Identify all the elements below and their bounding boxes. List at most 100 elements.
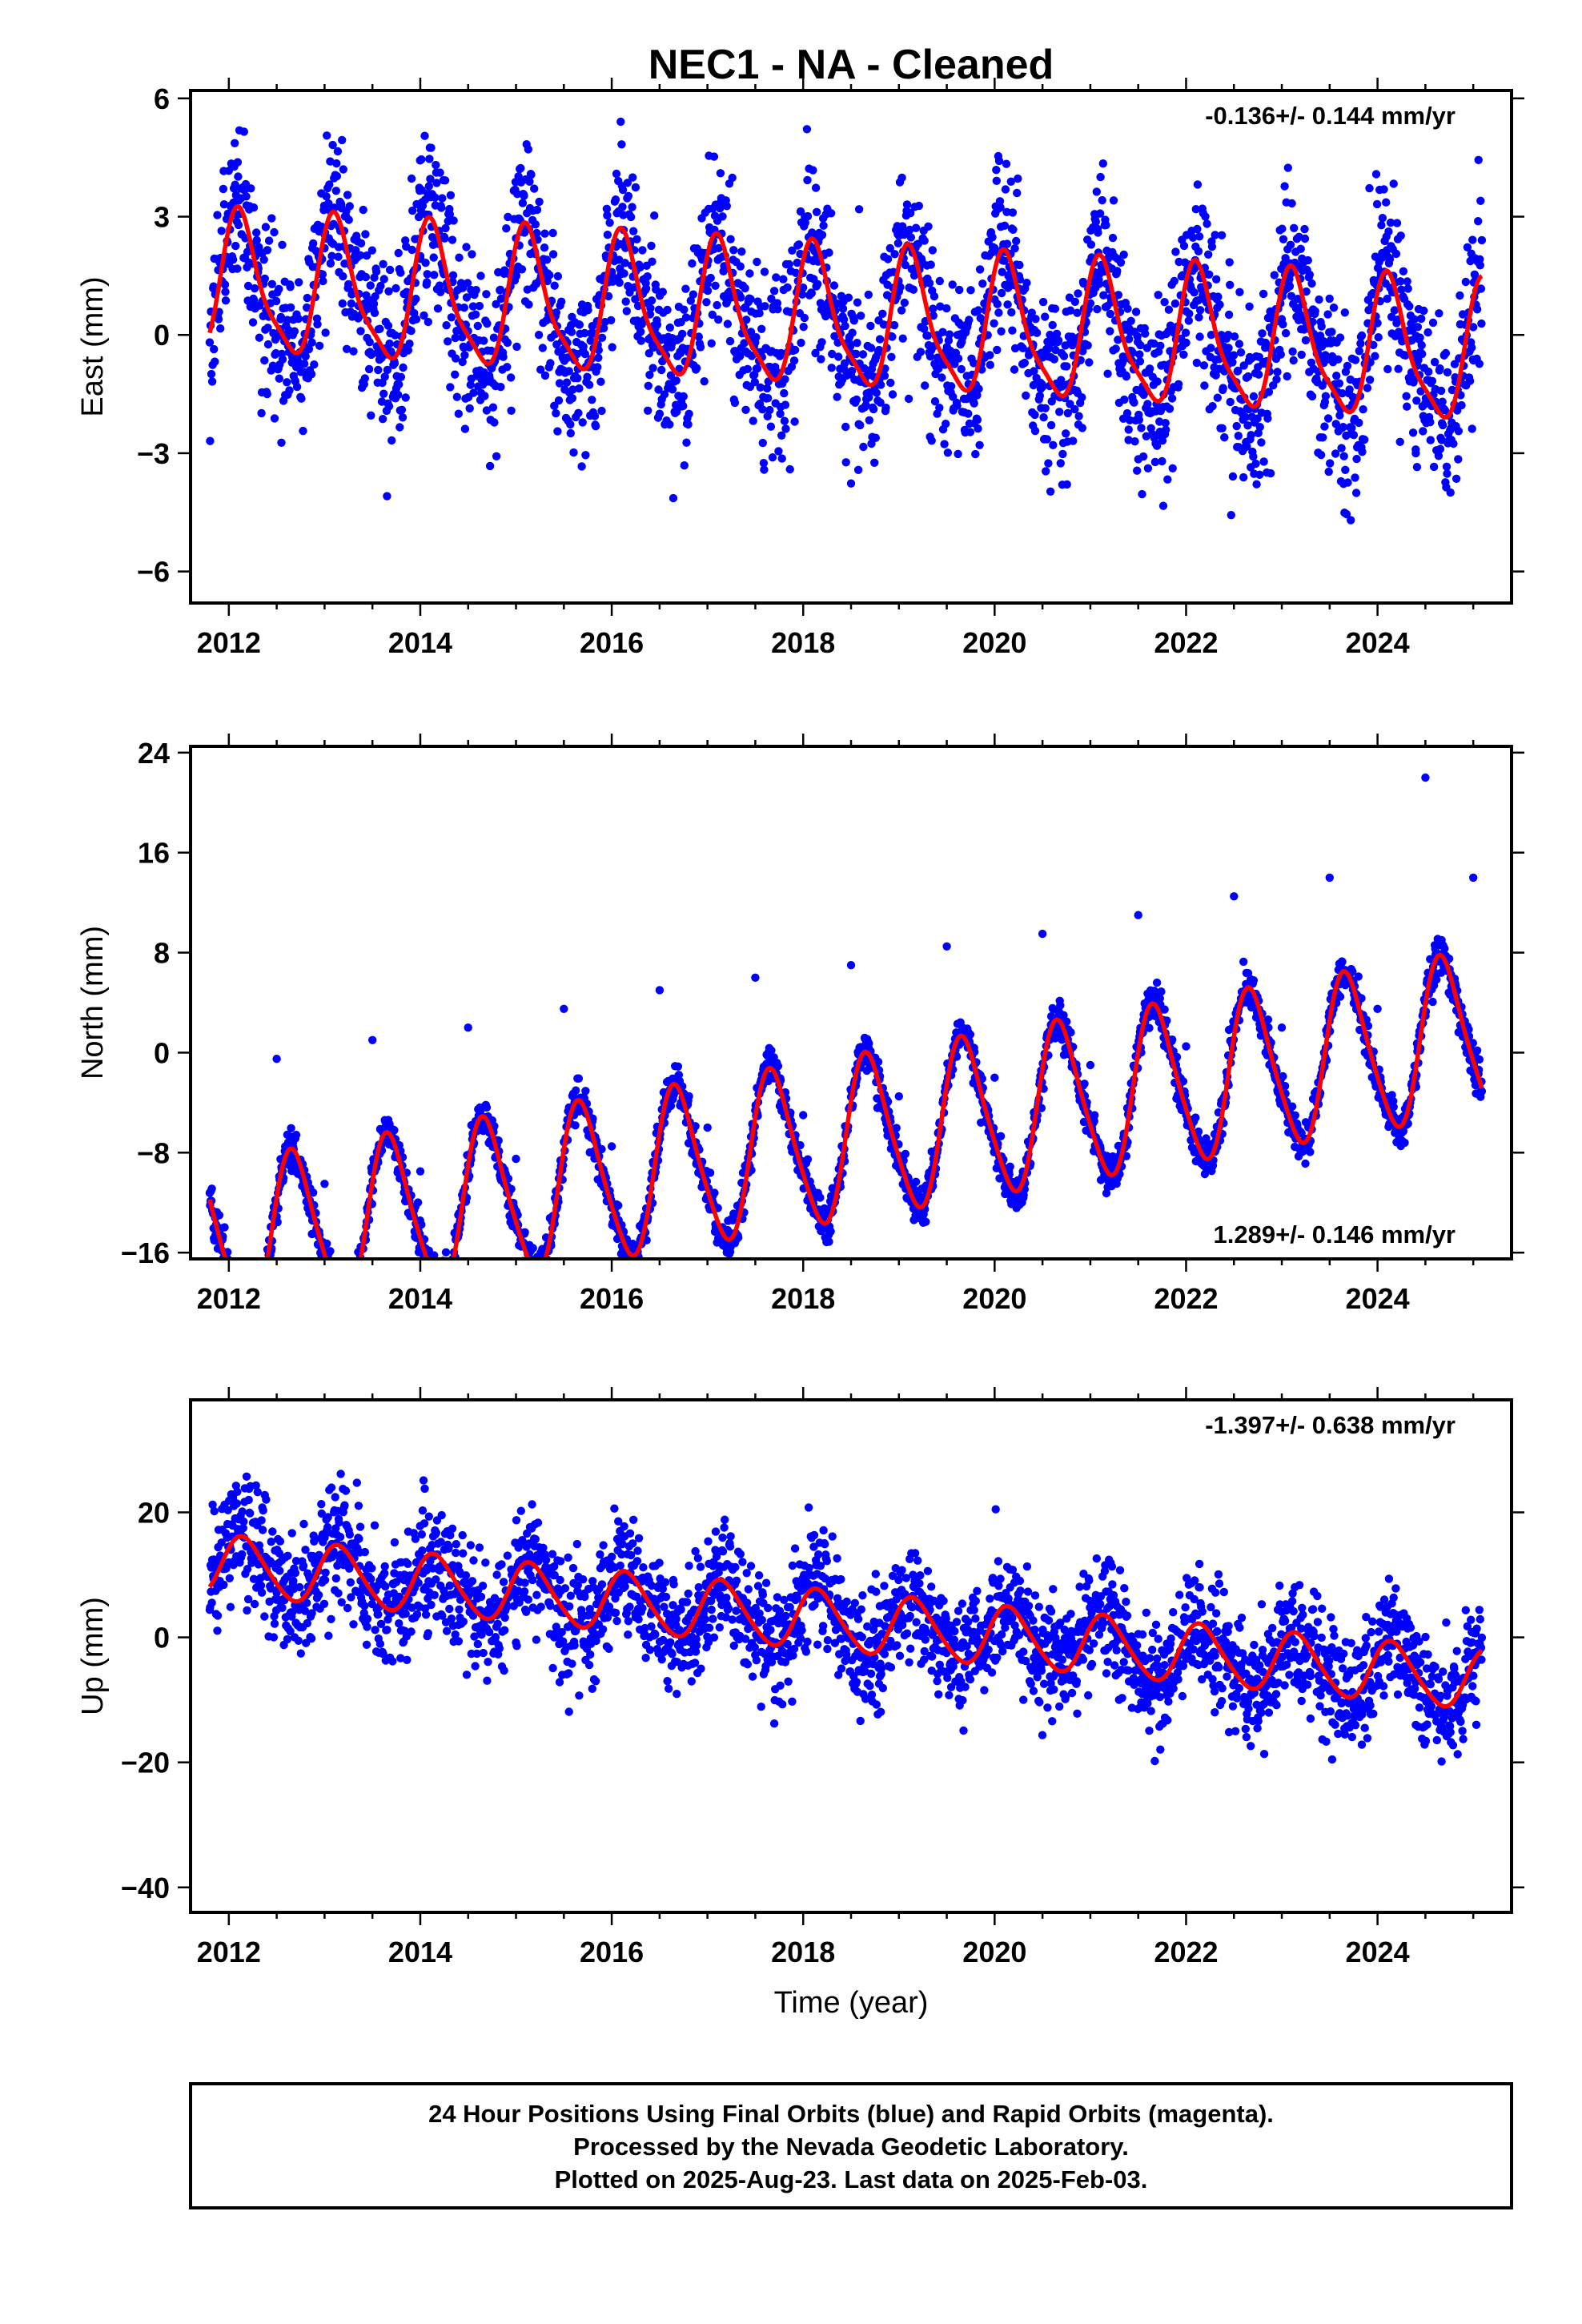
data-point [1348, 392, 1358, 401]
data-point [1454, 455, 1463, 464]
data-point [631, 295, 640, 304]
data-point [897, 306, 906, 315]
data-point [644, 381, 652, 390]
data-point-key [1124, 425, 1133, 434]
data-point [1475, 360, 1484, 368]
data-point [725, 336, 735, 346]
data-point [861, 400, 870, 410]
data-point [318, 270, 327, 279]
data-point [1219, 384, 1227, 392]
data-point [322, 192, 331, 201]
data-point [342, 344, 351, 353]
data-point [468, 250, 476, 259]
data-point [344, 215, 353, 224]
data-point [1143, 400, 1152, 408]
data-point [260, 274, 269, 283]
data-point [1255, 352, 1264, 361]
data-point [1457, 400, 1466, 410]
data-point [1141, 329, 1150, 338]
data-point [573, 374, 582, 383]
data-point [603, 211, 612, 220]
data-point [1229, 351, 1239, 360]
data-point [579, 342, 588, 351]
data-point [1114, 336, 1122, 344]
data-point [1066, 306, 1075, 315]
data-point [577, 462, 586, 471]
data-point [287, 1124, 295, 1133]
data-point [881, 404, 890, 412]
data-point [451, 333, 460, 343]
data-point [1165, 404, 1174, 413]
data-point [796, 1140, 805, 1150]
data-point [1235, 287, 1244, 296]
data-point [949, 392, 958, 401]
data-point [383, 321, 393, 330]
data-point [1230, 332, 1239, 341]
data-point [682, 438, 691, 447]
data-point [647, 241, 656, 251]
data-point [1468, 343, 1476, 352]
data-point [1102, 220, 1110, 230]
data-point [1227, 511, 1236, 520]
data-point [753, 257, 761, 267]
data-point [1010, 365, 1019, 374]
data-point [1249, 392, 1259, 401]
data-point [636, 328, 645, 336]
data-point [1014, 174, 1022, 183]
data-point [1295, 310, 1304, 319]
data-point [1476, 196, 1485, 205]
data-point [552, 408, 560, 418]
data-point [1122, 408, 1132, 418]
data-point [718, 212, 727, 221]
data-point [897, 173, 906, 183]
data-point [1055, 408, 1064, 416]
data-point [767, 294, 776, 304]
data-point [679, 392, 688, 401]
data-point [1120, 395, 1129, 404]
data-point [1384, 227, 1393, 236]
data-point [319, 276, 327, 286]
data-point [1083, 341, 1092, 350]
data-point [702, 298, 711, 307]
data-point [1413, 323, 1423, 332]
data-point [974, 424, 982, 433]
data-point [1054, 336, 1063, 345]
data-point [286, 283, 295, 292]
data-point [1378, 214, 1387, 223]
data-point [921, 1217, 930, 1226]
data-point [746, 295, 755, 304]
data-point-key [607, 275, 616, 284]
data-point [853, 465, 863, 474]
data-point [452, 354, 460, 363]
data-point [1085, 358, 1094, 367]
data-point [1288, 347, 1297, 356]
data-point [871, 433, 881, 442]
data-point [1038, 383, 1047, 392]
data-point [898, 334, 907, 343]
data-point [853, 339, 861, 348]
data-point [1307, 358, 1316, 367]
data-point [433, 304, 443, 313]
data-point [263, 324, 272, 332]
data-point [1363, 384, 1372, 392]
data-point [1234, 432, 1243, 440]
data-point [234, 220, 243, 230]
data-point [964, 409, 973, 418]
data-point [588, 396, 596, 404]
data-point [665, 420, 674, 429]
data-point [233, 264, 242, 273]
data-point [552, 308, 560, 317]
data-point [1476, 284, 1486, 293]
data-point [211, 357, 219, 366]
data-point [817, 338, 826, 347]
data-point [887, 352, 896, 361]
data-point [449, 216, 458, 225]
data-point [593, 363, 602, 372]
data-point [220, 1223, 229, 1232]
data-point [1070, 297, 1080, 306]
data-point [1113, 267, 1122, 275]
data-point [1356, 339, 1365, 348]
data-point [452, 392, 461, 401]
data-point [1446, 488, 1455, 497]
data-point [1049, 440, 1058, 449]
